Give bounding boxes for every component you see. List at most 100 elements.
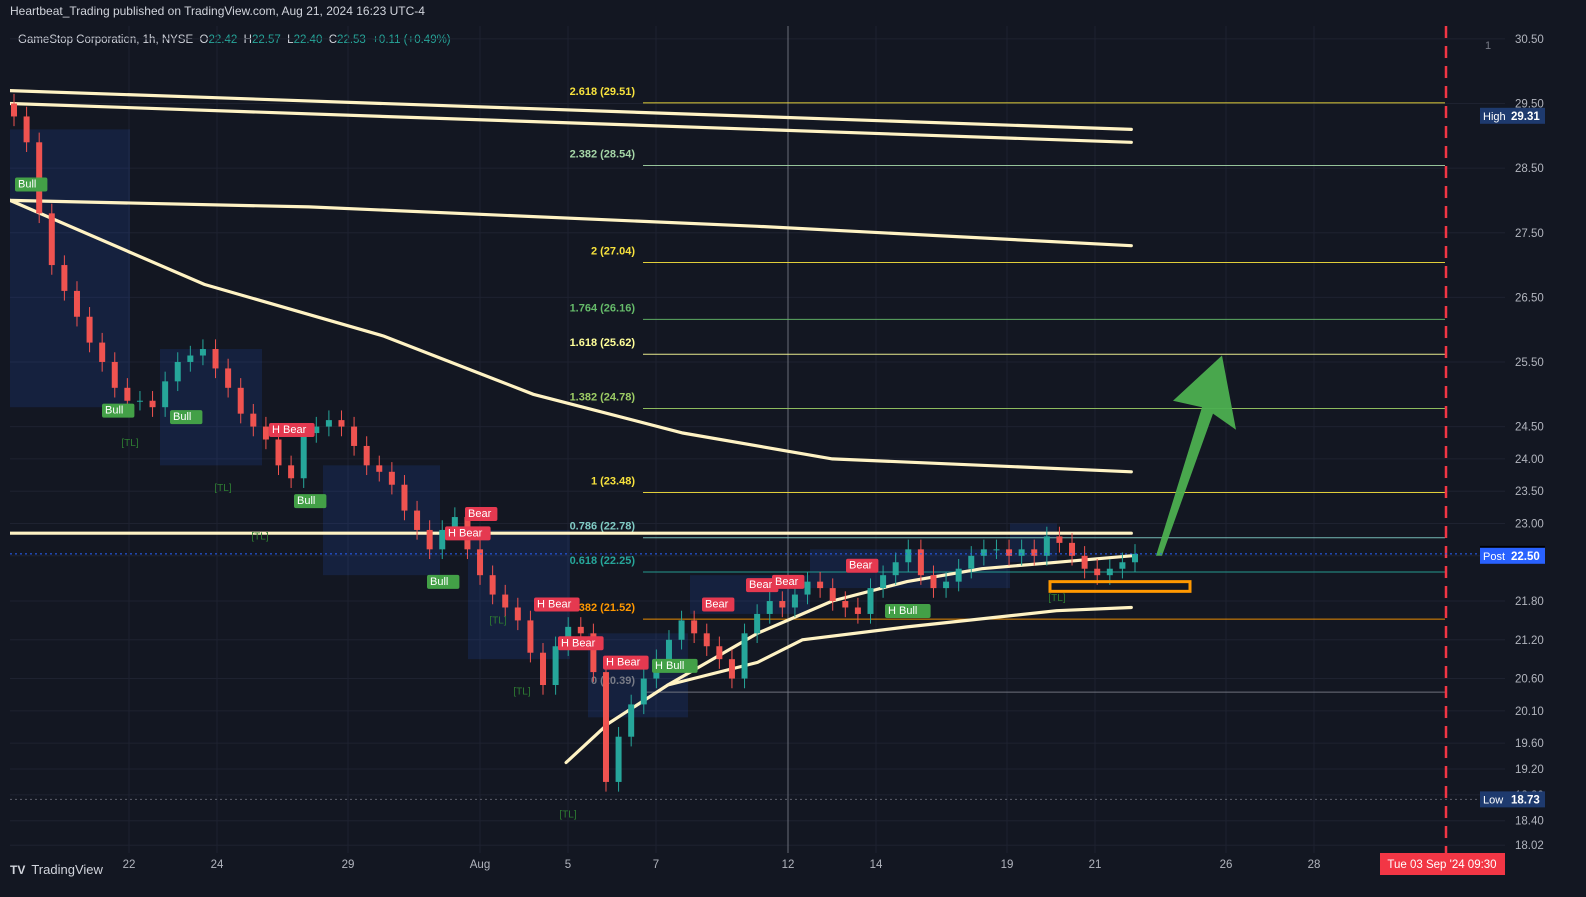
candle-body-89 — [1132, 553, 1138, 563]
candle-body-71 — [905, 549, 912, 563]
moving-average-1 — [10, 101, 1133, 144]
time-tick-6: 12 — [782, 859, 795, 871]
signal-text-1: Bull — [105, 405, 123, 417]
signal-badge-6 — [445, 526, 491, 541]
price-tick-0: 30.50 — [1515, 34, 1544, 46]
candle-body-25 — [325, 420, 332, 427]
candle-body-54 — [691, 620, 698, 634]
candle-body-60 — [766, 601, 773, 614]
pane-index: 1 — [1485, 40, 1492, 52]
signal-text-16: H Bull — [888, 605, 917, 617]
candle-body-49 — [628, 704, 635, 737]
chart-pane[interactable]: 2.618 (29.51) 2.382 (28.54) 2 (27.04) 1.764… — [10, 26, 1505, 853]
candle-body-77 — [980, 549, 987, 556]
price-badge-value-2: 22.50 — [1511, 551, 1540, 563]
signal-badge-0 — [15, 177, 48, 192]
signal-badge-4 — [294, 494, 327, 509]
candle-body-1 — [23, 116, 30, 143]
legend-symbol: GameStop Corporation, 1h, NYSE — [18, 34, 194, 46]
candle-body-59 — [754, 613, 761, 634]
fib-label-5: 1.382 (24.78) — [570, 391, 636, 403]
fib-label-3: 1.764 (26.16) — [570, 302, 636, 314]
candle-body-12 — [162, 381, 169, 408]
price-badge-tag-0 — [1480, 107, 1505, 124]
fib-label-2: 2 (27.04) — [591, 245, 635, 257]
signal-text-9: H Bear — [561, 637, 596, 649]
candle-body-74 — [943, 581, 950, 589]
price-tick-4: 26.50 — [1515, 292, 1544, 304]
candle-body-18 — [237, 387, 244, 414]
candle-body-67 — [854, 607, 861, 614]
candle-body-56 — [716, 646, 723, 660]
price-tick-8: 23.50 — [1515, 486, 1544, 498]
candle-body-16 — [212, 349, 219, 369]
signal-badge-16 — [885, 603, 931, 618]
candle-body-72 — [917, 549, 924, 576]
candle-body-23 — [300, 433, 307, 479]
candle-body-62 — [791, 594, 798, 608]
price-tick-5: 25.50 — [1515, 357, 1544, 369]
candle-body-4 — [61, 265, 68, 291]
time-tick-10: 26 — [1220, 859, 1233, 871]
signal-badge-14 — [846, 558, 879, 573]
zone-box-2 — [323, 465, 440, 576]
candle-body-0 — [11, 103, 17, 117]
candle-body-52 — [665, 639, 672, 660]
fib-label-8: 0.618 (22.25) — [570, 555, 636, 567]
time-axis[interactable]: 22 24 29 Aug 5 7 12 14 19 21 26 28 Tue 03 Sep '24 09… — [10, 853, 1505, 875]
signal-badge-2 — [170, 410, 203, 425]
time-tick-0: 22 — [123, 859, 136, 871]
price-tick-7: 24.00 — [1515, 454, 1544, 466]
candle-body-85 — [1081, 555, 1088, 569]
time-tick-2: 29 — [342, 859, 355, 871]
signal-badge-11 — [652, 658, 698, 673]
candle-body-35 — [451, 517, 458, 530]
price-tick-19: 18.02 — [1515, 840, 1544, 852]
signal-badge-8 — [534, 597, 580, 612]
moving-average-2 — [10, 198, 1133, 248]
moving-average-0 — [10, 89, 1133, 131]
candle-body-63 — [804, 581, 811, 595]
price-axis[interactable]: 30.50 29.50 28.50 27.50 26.50 25.50 24.50 24.00… — [1505, 26, 1567, 853]
price-badge-label-3: Low — [1483, 794, 1503, 806]
tradingview-footer[interactable]: TV TradingView — [10, 862, 103, 877]
price-tick-9: 23.00 — [1515, 518, 1544, 530]
candle-body-37 — [477, 549, 484, 576]
signal-text-10: H Bear — [606, 657, 641, 669]
candle-body-22 — [288, 465, 295, 479]
candle-body-3 — [48, 213, 55, 266]
candle-body-43 — [552, 646, 559, 686]
legend-low-label: L — [287, 34, 294, 46]
signal-text-5: Bear — [468, 508, 492, 520]
target-arrow-icon — [1156, 355, 1236, 556]
fib-label-6: 1 (23.48) — [591, 475, 635, 487]
time-tick-8: 19 — [1001, 859, 1014, 871]
candle-body-6 — [86, 316, 93, 343]
candle-body-68 — [867, 588, 874, 614]
time-cursor-label: Tue 03 Sep '24 09:30 — [1387, 859, 1496, 871]
candle-body-31 — [401, 484, 408, 511]
candle-body-70 — [892, 562, 899, 576]
time-tick-5: 7 — [653, 859, 659, 871]
candle-body-19 — [250, 413, 257, 427]
signal-text-6: H Bear — [448, 527, 483, 539]
signal-text-8: H Bear — [537, 598, 572, 610]
candle-body-66 — [842, 601, 849, 608]
candle-body-29 — [376, 465, 383, 472]
candle-body-42 — [540, 652, 547, 686]
candle-body-57 — [728, 659, 735, 679]
signal-badge-3 — [269, 423, 315, 438]
signal-text-13: Bear — [775, 576, 799, 588]
price-tick-2: 28.50 — [1515, 163, 1544, 175]
legend-high: 22.57 — [251, 34, 281, 46]
signal-badge-7 — [427, 574, 460, 589]
signal-text-3: H Bear — [272, 424, 307, 436]
candle-body-83 — [1056, 536, 1063, 543]
signal-text-7: Bull — [430, 576, 448, 588]
time-cursor-box — [1380, 853, 1505, 875]
candle-body-76 — [968, 555, 975, 569]
signal-badge-9 — [558, 636, 604, 651]
candle-body-8 — [111, 361, 118, 388]
target-box — [1048, 580, 1192, 593]
time-tick-11: 28 — [1308, 859, 1321, 871]
